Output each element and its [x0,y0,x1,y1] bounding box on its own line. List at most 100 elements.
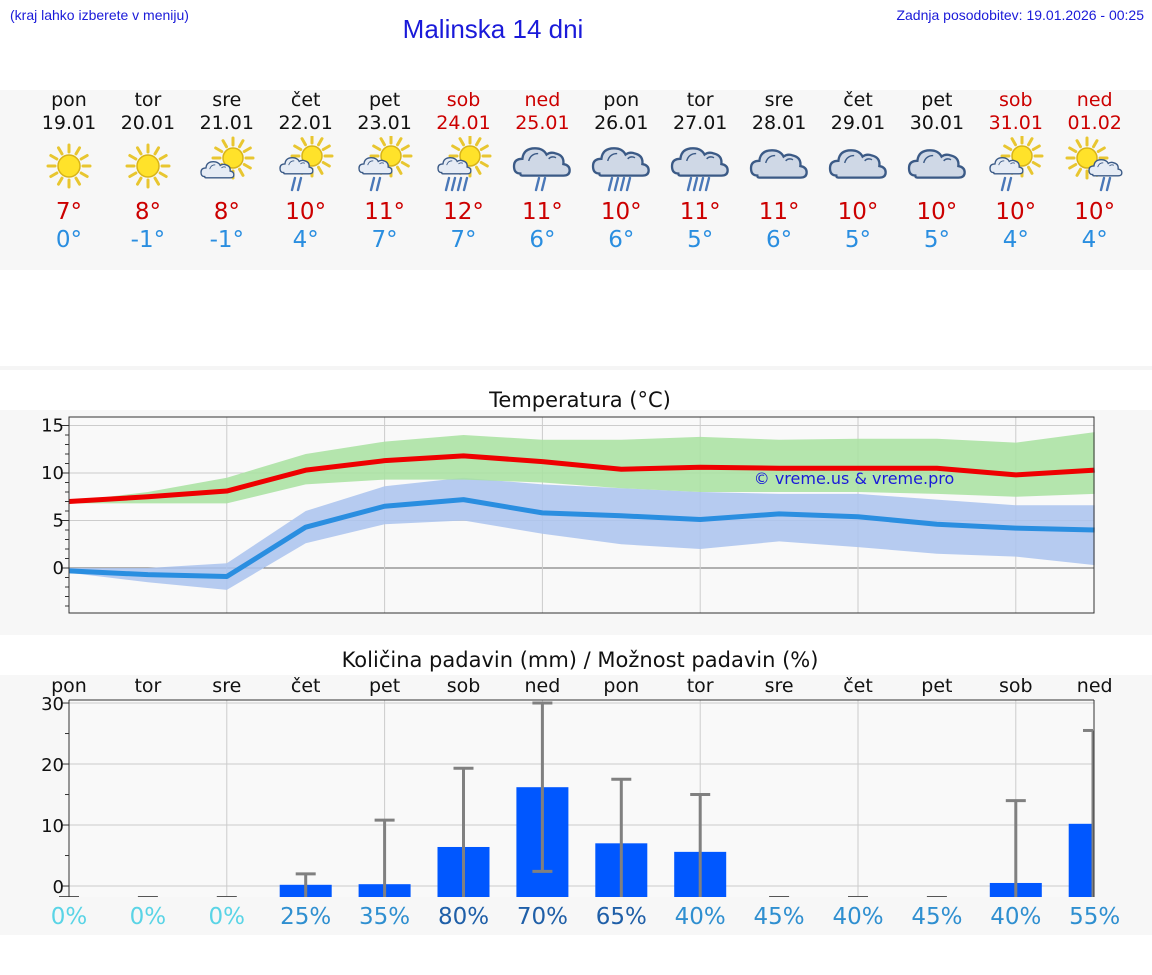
min-temp: 5° [687,227,714,253]
min-temp: 5° [844,227,872,253]
top-band [0,90,1152,270]
precipitation-day-label: pon [603,675,640,697]
day-name: sob [446,89,481,111]
day-name: sob [999,89,1033,111]
min-temp: 6° [608,227,635,253]
max-temp-line [68,453,1095,504]
min-temp: 4° [292,227,319,253]
precipitation-probability: 0% [50,904,88,930]
max-temp: 11° [679,199,721,225]
cloudy-heavy-rain-icon [592,147,651,192]
cloudy-rain-icon [513,147,572,192]
y-tick-label: 10 [41,816,64,837]
y-tick-label: 0 [53,877,64,898]
temperature-chart-title: Temperatura (°C) [489,388,671,412]
precipitation-probability: 0% [208,904,246,930]
max-temp: 12° [443,199,484,225]
day-name: ned [524,89,561,111]
day-date: 27.01 [672,112,728,134]
precipitation-day-label: čet [843,675,873,697]
day-date: 26.01 [594,112,649,134]
min-temp: 4° [1002,227,1029,253]
y-tick-label: 10 [41,463,64,484]
day-name: čet [290,89,321,111]
day-name: ned [1076,89,1113,111]
precipitation-day-label: sre [764,675,794,697]
sun-icon [125,143,171,189]
precipitation-bar [1068,823,1094,897]
cloudy-icon [749,149,808,179]
max-temp: 10° [285,199,327,225]
sun-icon [46,143,92,189]
y-tick-label: 5 [53,511,64,532]
precipitation-probability: 80% [437,904,490,930]
max-temp: 11° [522,199,563,225]
precipitation-day-label: čet [290,675,321,697]
cloudy-icon [828,149,887,179]
partly-cloudy-rain-icon [989,136,1044,192]
precipitation-day-label: sob [999,675,1033,697]
day-name: tor [134,89,162,111]
day-name: pon [603,89,640,111]
day-date: 24.01 [436,112,491,134]
precipitation-probability: 65% [595,904,647,930]
precipitation-chart-title: Količina padavin (mm) / Možnost padavin … [341,648,819,672]
partly-cloudy-heavy-rain-icon [436,136,491,192]
day-name: pet [368,89,401,111]
precipitation-day-label: tor [134,675,162,697]
min-temp: 7° [450,227,477,253]
y-tick-label: 20 [41,755,64,776]
max-temp: 8° [213,199,240,225]
max-temp: 10° [1074,199,1116,225]
precipitation-probability: 35% [359,904,411,930]
min-temp: -1° [130,227,166,253]
day-name: sre [212,89,242,111]
precipitation-day-label: sre [212,675,242,697]
precipitation-probability: 40% [990,904,1042,930]
min-temp: 6° [529,227,556,253]
temperature-plot-frame [68,416,1095,614]
max-temp: 11° [364,199,405,225]
cloudy-heavy-rain-icon [671,147,729,192]
day-name: tor [686,89,714,111]
min-temp: 5° [923,227,950,253]
min-temp: 0° [55,227,83,253]
watermark: © vreme.us & vreme.pro [754,469,955,488]
precipitation-day-label: pet [921,675,953,697]
day-date: 19.01 [41,112,97,134]
max-temp: 7° [55,199,83,225]
min-temp: 7° [371,227,398,253]
day-date: 21.01 [199,112,254,134]
precipitation-day-label: pet [368,675,401,697]
mid-divider [0,366,1152,370]
max-temp: 10° [600,199,642,225]
day-date: 30.01 [909,112,965,134]
precipitation-day-label: ned [1076,675,1113,697]
precipitation-probability: 40% [674,904,726,930]
day-date: 22.01 [278,112,333,134]
precipitation-plot-area [69,700,1094,897]
y-tick-label: 30 [41,694,64,715]
precipitation-probability: 55% [1069,904,1121,930]
location-menu-hint: (kraj lahko izberete v meniju) [10,7,189,23]
partly-cloudy-icon [200,136,255,180]
day-name: sre [764,89,794,111]
min-temp: 6° [766,227,793,253]
max-temp: 10° [995,199,1037,225]
precipitation-day-label: tor [686,675,714,697]
partly-cloudy-rain-icon [279,136,334,192]
page-title: Malinska 14 dni [402,14,584,44]
precipitation-probability: 45% [753,904,805,930]
min-temp-range [69,477,1095,590]
precipitation-probability: 45% [911,904,963,930]
precipitation-probability: 70% [516,904,568,930]
day-date: 28.01 [751,112,807,134]
max-temp: 11° [758,199,800,225]
precipitation-day-label: ned [524,675,561,697]
min-temp-line [68,497,1095,580]
max-temp: 10° [837,199,879,225]
partly-cloudy-rain-icon [357,136,413,192]
last-update: Zadnja posodobitev: 19.01.2026 - 00:25 [896,7,1144,23]
day-date: 23.01 [357,112,412,134]
